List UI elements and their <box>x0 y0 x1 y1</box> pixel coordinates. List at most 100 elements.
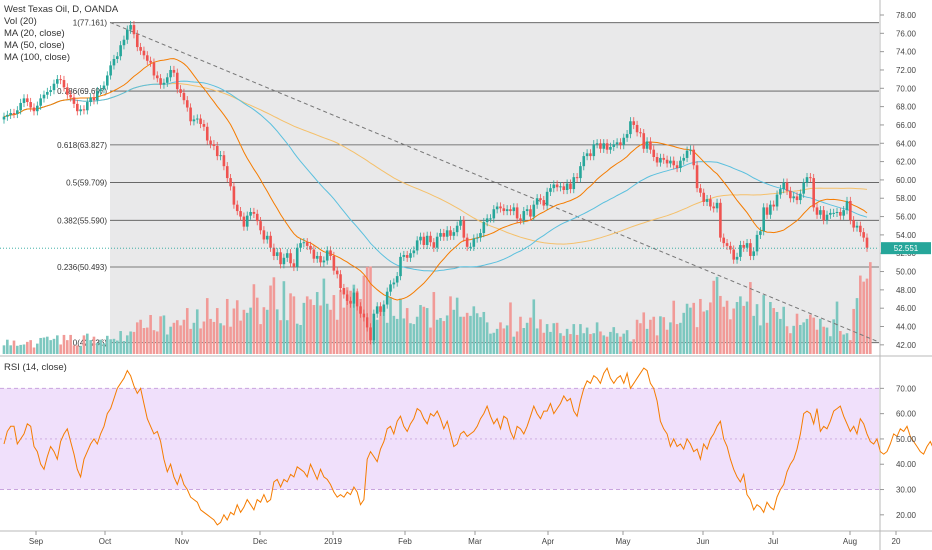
volume-bar <box>645 328 649 354</box>
volume-bar <box>539 319 542 354</box>
price-tick-label: 76.00 <box>896 29 917 38</box>
volume-bar <box>465 312 469 354</box>
volume-bar <box>76 345 79 354</box>
volume-bar <box>489 333 492 354</box>
volume-bar <box>145 327 149 354</box>
volume-bar <box>195 309 199 354</box>
volume-bar <box>9 345 12 354</box>
candle-body <box>729 245 732 250</box>
ma20-line <box>3 58 868 301</box>
volume-bar <box>399 298 402 354</box>
candle-body <box>595 143 599 145</box>
candle-body <box>99 89 102 92</box>
candle-body <box>639 132 642 134</box>
volume-bar <box>139 319 142 354</box>
volume-bar <box>225 298 229 354</box>
candle-body <box>282 257 286 265</box>
price-tick-label: 72.00 <box>896 66 917 75</box>
candle-body <box>629 121 632 135</box>
price-tick-label: 62.00 <box>896 158 917 167</box>
candle-body <box>569 183 572 190</box>
volume-bar <box>305 296 309 354</box>
candle-body <box>765 207 769 215</box>
volume-bar <box>279 320 282 354</box>
candle-body <box>405 255 409 258</box>
volume-bar <box>272 277 276 354</box>
candle-body <box>72 97 76 104</box>
volume-bar <box>382 307 386 354</box>
candle-body <box>752 251 756 256</box>
volume-bar <box>699 298 702 354</box>
volume-bar <box>135 322 139 354</box>
volume-bar <box>129 331 132 354</box>
candle-body <box>779 189 782 195</box>
candle-body <box>579 166 582 179</box>
moving-averages <box>3 58 868 301</box>
legend-rsi: RSI (14, close) <box>4 362 67 373</box>
volume-bar <box>262 307 266 354</box>
candle-body <box>855 225 859 228</box>
candle-body <box>422 236 426 245</box>
candle-body <box>789 190 792 199</box>
volume-bar <box>389 297 392 354</box>
volume-bar <box>405 308 409 354</box>
volume-bar <box>495 328 499 354</box>
price-tick-label: 54.00 <box>896 231 917 240</box>
rsi-tick-label: 30.00 <box>896 486 917 495</box>
candle-body <box>542 200 546 206</box>
volume-bar <box>785 326 789 354</box>
volume-bar <box>309 299 312 354</box>
volume-bar <box>119 331 122 354</box>
candle-body <box>26 98 29 103</box>
x-tick-label: Dec <box>253 537 267 546</box>
candle-body <box>402 255 406 257</box>
candle-body <box>179 89 182 93</box>
candle-body <box>699 188 702 193</box>
volume-bar <box>829 336 832 354</box>
volume-bar <box>669 322 672 354</box>
price-tick-label: 44.00 <box>896 323 917 332</box>
candle-body <box>52 83 56 91</box>
candle-body <box>492 209 496 219</box>
candle-body <box>835 211 839 213</box>
candle-body <box>762 207 766 232</box>
volume-bar <box>212 321 216 354</box>
volume-bar <box>142 328 146 354</box>
volume-bar <box>642 312 646 354</box>
fib-label: 0.236(50.493) <box>57 263 107 272</box>
candle-body <box>509 209 512 212</box>
candle-body <box>199 118 202 125</box>
volume-bar <box>175 320 179 354</box>
candle-body <box>865 237 869 248</box>
volume-bar <box>679 322 682 354</box>
candle-body <box>172 69 176 73</box>
candle-body <box>419 236 422 241</box>
volume-bar <box>755 304 759 354</box>
volume-bar <box>735 302 739 354</box>
volume-bar <box>592 333 596 354</box>
volume-bar <box>352 284 356 354</box>
volume-bar <box>692 302 696 354</box>
candle-body <box>185 100 189 108</box>
candle-body <box>9 113 12 115</box>
candle-body <box>785 182 789 191</box>
fib-label: 0.382(55.590) <box>57 216 107 225</box>
volume-bar <box>125 335 129 354</box>
volume-bar <box>732 308 736 354</box>
candle-body <box>792 196 795 199</box>
candle-body <box>209 140 212 145</box>
volume-bar <box>312 305 316 354</box>
candle-body <box>259 221 262 231</box>
volume-bar <box>429 327 432 354</box>
candle-body <box>232 186 236 205</box>
volume-bar <box>742 305 746 354</box>
volume-bar <box>325 303 329 354</box>
x-tick-label: 20 <box>892 537 901 546</box>
volume-bar <box>572 324 576 354</box>
last-price-label: 52.551 <box>894 244 919 253</box>
volume-bar <box>165 334 169 354</box>
volume-bar <box>632 339 636 354</box>
volume-bar <box>392 315 396 354</box>
candle-body <box>572 177 576 190</box>
volume-bar <box>385 322 389 354</box>
